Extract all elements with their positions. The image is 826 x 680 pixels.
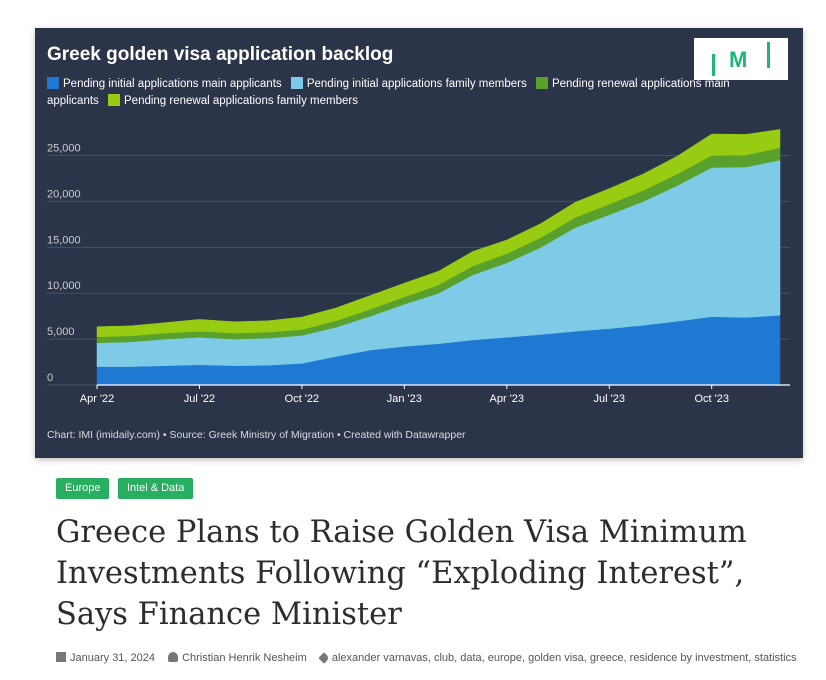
y-tick-label: 0 xyxy=(47,372,53,384)
legend-item[interactable]: Pending initial applications family memb… xyxy=(290,77,527,90)
legend-item[interactable]: Pending initial applications main applic… xyxy=(47,77,282,90)
y-tick-label: 10,000 xyxy=(47,280,81,292)
article-date[interactable]: January 31, 2024 xyxy=(70,652,156,664)
person-icon xyxy=(168,652,179,662)
logo-bar-left xyxy=(712,54,715,76)
imi-logo[interactable]: M xyxy=(694,38,788,80)
legend-swatch xyxy=(47,77,59,89)
y-tick-label: 15,000 xyxy=(47,234,81,246)
legend-item[interactable]: Pending renewal applications main applic… xyxy=(47,77,730,107)
tag-intel-data[interactable]: Intel & Data xyxy=(117,478,194,499)
x-tick-label: Oct '22 xyxy=(285,393,320,405)
y-tick-label: 20,000 xyxy=(47,188,81,200)
chart-title: Greek golden visa application backlog xyxy=(47,44,394,65)
article-keywords[interactable]: alexander varnavas, club, data, europe, … xyxy=(331,652,797,664)
chart-legend: Pending initial applications main applic… xyxy=(47,76,767,110)
legend-label: Pending initial applications main applic… xyxy=(63,78,282,90)
x-tick-label: Jul '22 xyxy=(184,393,215,405)
legend-label: Pending initial applications family memb… xyxy=(306,78,527,90)
tag-europe[interactable]: Europe xyxy=(56,478,110,499)
legend-swatch xyxy=(535,77,548,89)
legend-swatch xyxy=(108,94,120,106)
chart-card: 0 5,000 10,000 15,000 20,000 25,000 Apr '22 Jul… xyxy=(35,28,803,458)
tag-icon xyxy=(318,652,330,664)
logo-bar-right xyxy=(767,42,770,68)
y-tick-label: 5,000 xyxy=(47,326,75,338)
x-tick-label: Jul '23 xyxy=(594,393,625,405)
calendar-icon xyxy=(56,652,66,662)
legend-swatch xyxy=(290,77,303,89)
x-tick-label: Oct '23 xyxy=(694,393,729,405)
y-tick-label: 25,000 xyxy=(47,143,81,155)
legend-label: Pending renewal applications family memb… xyxy=(124,95,358,107)
chart-footnote: Chart: IMI (imidaily.com) • Source: Gree… xyxy=(47,429,466,441)
article-headline[interactable]: Greece Plans to Raise Golden Visa Minimu… xyxy=(56,515,747,632)
article-meta: January 31, 2024 Christian Henrik Neshei… xyxy=(56,652,797,664)
x-tick-label: Apr '23 xyxy=(490,393,525,405)
legend-item[interactable]: Pending renewal applications family memb… xyxy=(108,94,358,107)
x-tick-label: Apr '22 xyxy=(80,393,115,405)
category-tags: Europe Intel & Data xyxy=(56,478,197,499)
x-tick-label: Jan '23 xyxy=(387,393,422,405)
area-pending-renewal-applications-family-members[interactable] xyxy=(96,129,781,338)
logo-text: M xyxy=(729,47,749,72)
legend-label: Pending renewal applications main applic… xyxy=(47,78,730,107)
article-author[interactable]: Christian Henrik Nesheim xyxy=(182,652,307,664)
area-chart: 0 5,000 10,000 15,000 20,000 25,000 Apr '22 Jul… xyxy=(47,129,790,405)
